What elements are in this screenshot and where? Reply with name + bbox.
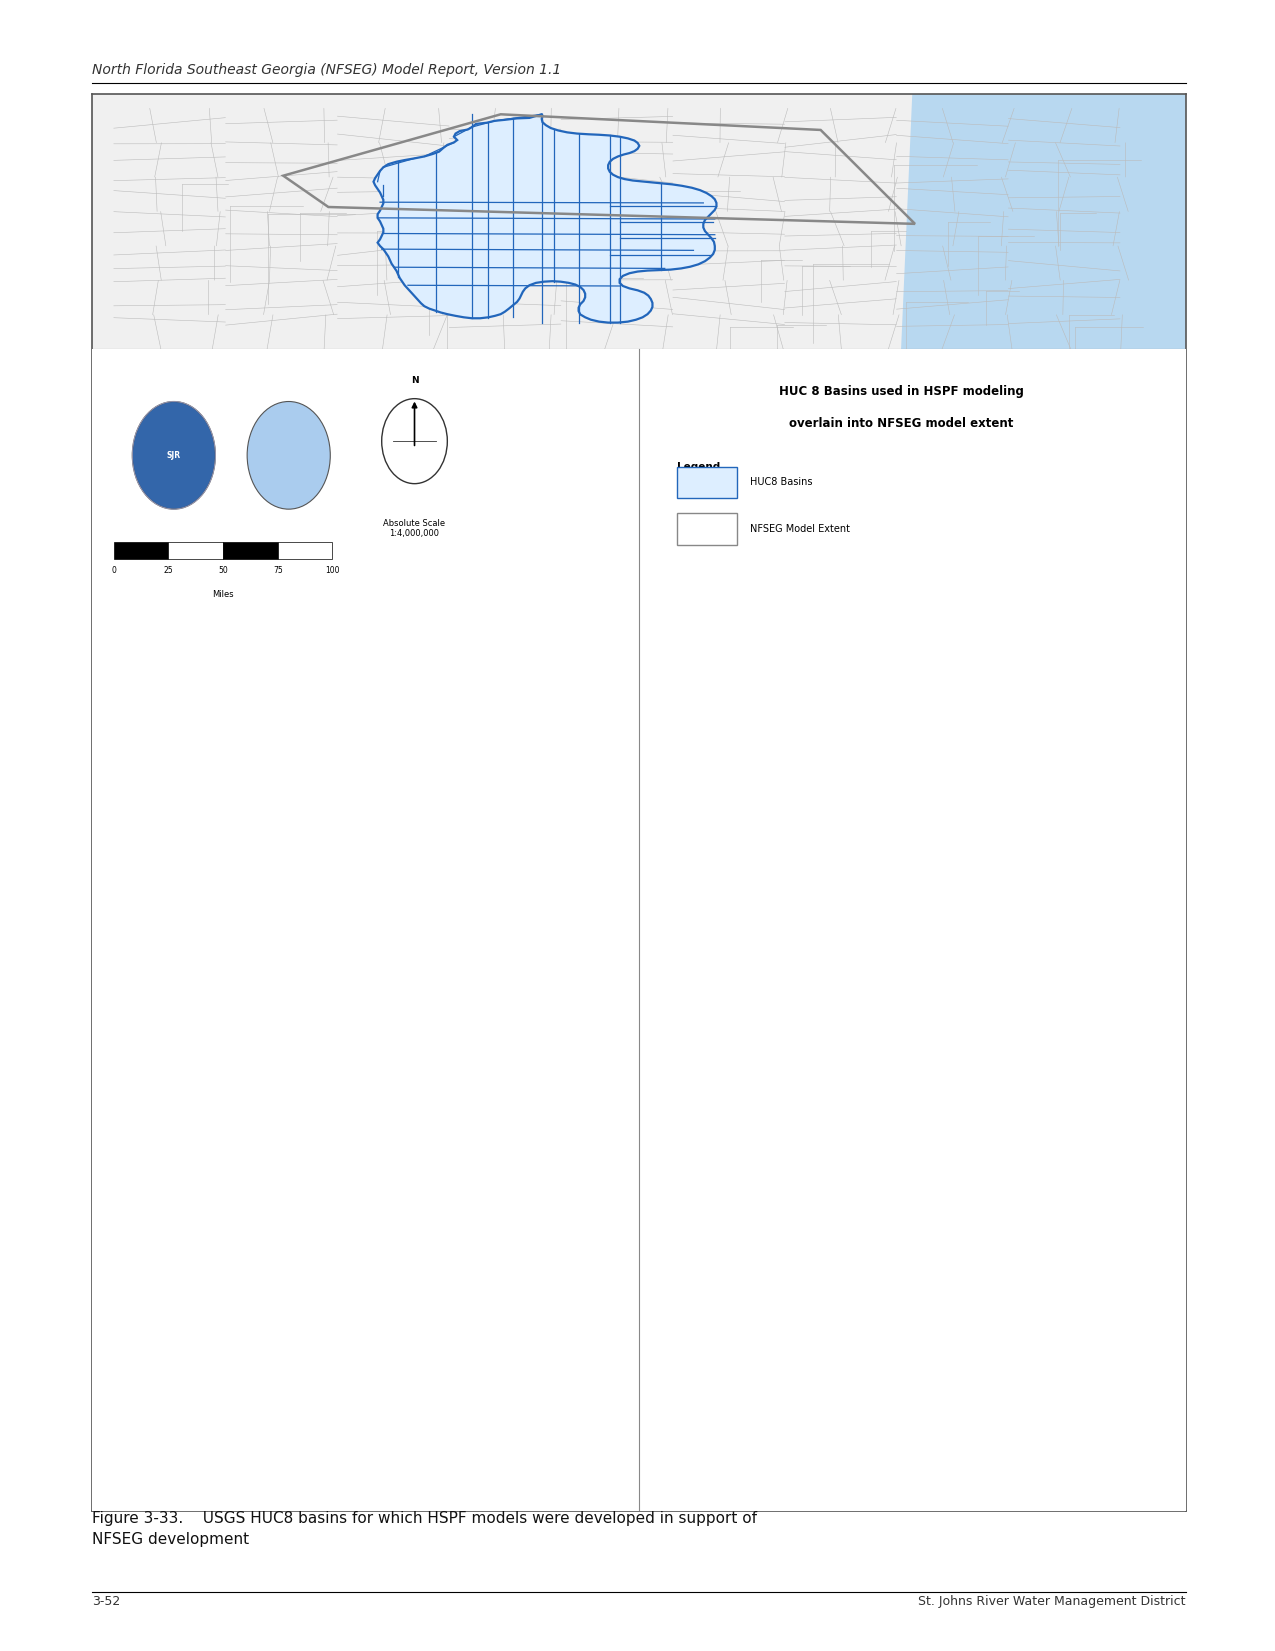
Bar bbox=[223, 542, 278, 558]
Polygon shape bbox=[704, 1057, 858, 1284]
Text: North Florida Southeast Georgia (NFSEG) Model Report, Version 1.1: North Florida Southeast Georgia (NFSEG) … bbox=[92, 63, 561, 78]
Bar bbox=[92, 94, 1186, 348]
Text: 100: 100 bbox=[325, 566, 339, 575]
Bar bbox=[677, 467, 737, 499]
Circle shape bbox=[247, 401, 330, 509]
Bar bbox=[168, 542, 223, 558]
Text: 75: 75 bbox=[273, 566, 283, 575]
Text: 3-52: 3-52 bbox=[92, 1595, 120, 1608]
Polygon shape bbox=[374, 114, 717, 322]
Text: NFSEG Model Extent: NFSEG Model Extent bbox=[751, 523, 850, 533]
Text: Miles: Miles bbox=[212, 589, 233, 599]
Text: Figure 3-33.    USGS HUC8 basins for which HSPF models were developed in support: Figure 3-33. USGS HUC8 basins for which … bbox=[92, 1511, 757, 1526]
Text: overlain into NFSEG model extent: overlain into NFSEG model extent bbox=[789, 418, 1014, 429]
Circle shape bbox=[133, 401, 215, 509]
Polygon shape bbox=[92, 94, 1186, 348]
Text: NFSEG development: NFSEG development bbox=[92, 1532, 249, 1547]
Text: N: N bbox=[411, 375, 418, 385]
Bar bbox=[92, 348, 1186, 1511]
Bar bbox=[92, 348, 1186, 1511]
Text: HUC 8 Basins used in HSPF modeling: HUC 8 Basins used in HSPF modeling bbox=[779, 385, 1024, 398]
Polygon shape bbox=[835, 94, 1186, 1341]
Bar bbox=[278, 542, 333, 558]
Text: 25: 25 bbox=[163, 566, 173, 575]
Text: SJR: SJR bbox=[167, 451, 181, 461]
Text: 0: 0 bbox=[111, 566, 116, 575]
Bar bbox=[677, 513, 737, 545]
Text: 50: 50 bbox=[218, 566, 228, 575]
Text: Absolute Scale
1:4,000,000: Absolute Scale 1:4,000,000 bbox=[384, 518, 445, 538]
Text: HUC8 Basins: HUC8 Basins bbox=[751, 477, 813, 487]
Text: St. Johns River Water Management District: St. Johns River Water Management Distric… bbox=[918, 1595, 1186, 1608]
Polygon shape bbox=[92, 348, 333, 1256]
Bar bbox=[113, 542, 168, 558]
Text: Legend: Legend bbox=[677, 462, 720, 472]
